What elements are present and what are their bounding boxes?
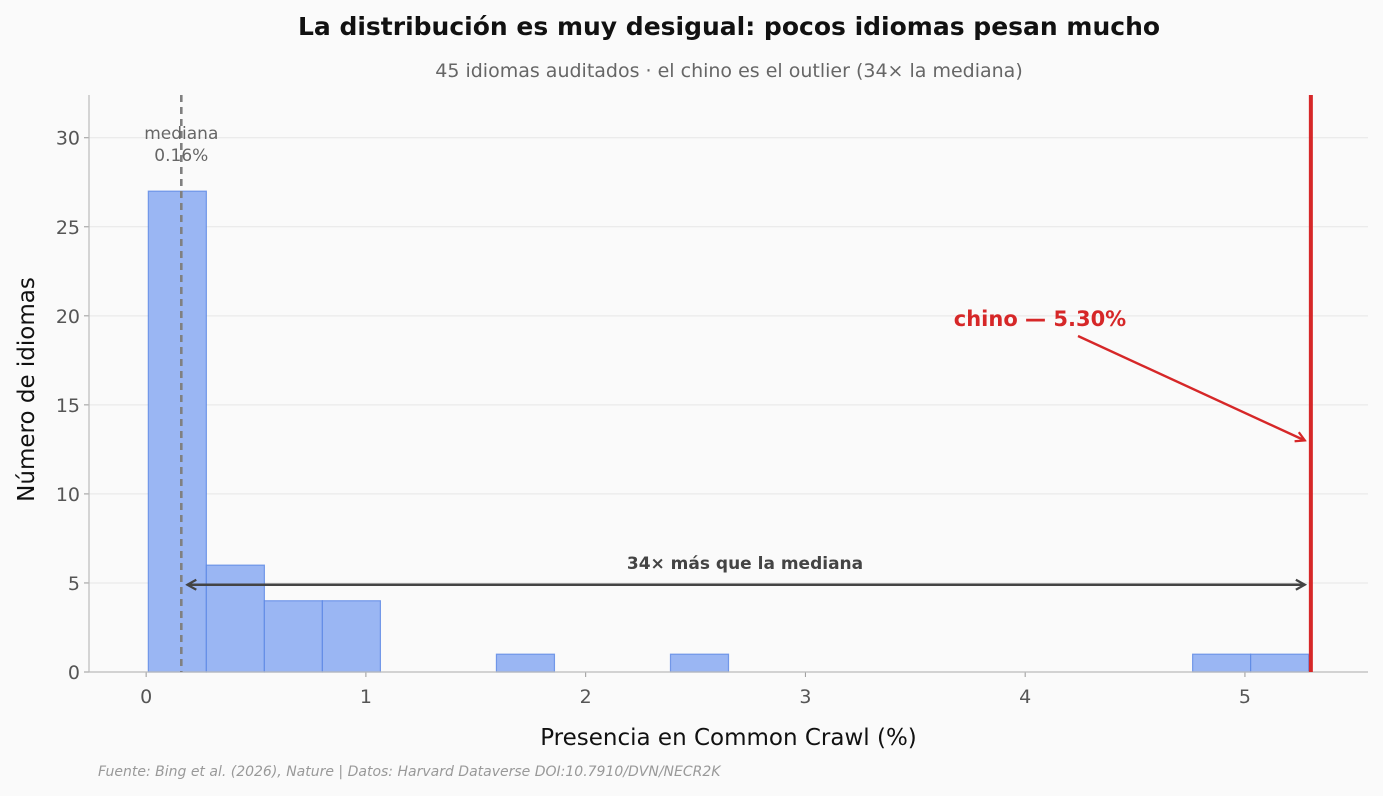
y-tick-label: 20 (56, 306, 80, 328)
x-tick-label: 0 (140, 686, 152, 708)
y-tick-label: 5 (68, 573, 80, 595)
chart-subtitle: 45 idiomas auditados · el chino es el ou… (435, 60, 1023, 82)
y-tick-label: 0 (68, 662, 80, 684)
source-note: Fuente: Bing et al. (2026), Nature | Dat… (98, 764, 721, 780)
median-label: mediana (144, 124, 218, 144)
x-tick-label: 5 (1239, 686, 1251, 708)
gridlines (89, 137, 1368, 584)
histogram-bar (205, 564, 265, 673)
axes: 0 5 10 15 20 25 30 0 1 2 3 4 5 Presencia en Common Cr… (14, 95, 1368, 751)
histogram-bars (147, 190, 1310, 673)
histogram-bar (1250, 653, 1310, 673)
outlier-label: chino — 5.30% (954, 307, 1126, 331)
y-axis-label: Número de idiomas (14, 277, 40, 502)
chart-title: La distribución es muy desigual: pocos i… (297, 12, 1161, 41)
outlier-arrow (1077, 334, 1305, 440)
histogram-bar (669, 653, 730, 673)
histogram-bar (263, 600, 323, 673)
histogram-bar (147, 190, 207, 673)
y-tick-label: 30 (56, 128, 80, 150)
histogram-bar (321, 600, 382, 673)
x-axis-label: Presencia en Common Crawl (%) (540, 725, 917, 751)
histogram-bar (495, 653, 556, 673)
y-tick-label: 15 (56, 395, 80, 417)
median-value-label: 0.16% (154, 146, 208, 166)
x-tick-label: 4 (1019, 686, 1031, 708)
x-tick-label: 3 (799, 686, 811, 708)
ratio-label: 34× más que la mediana (627, 554, 863, 574)
y-tick-label: 25 (56, 217, 80, 239)
x-tick-label: 2 (580, 686, 592, 708)
histogram-bar (1192, 653, 1252, 673)
y-tick-label: 10 (56, 484, 80, 506)
x-tick-label: 1 (360, 686, 372, 708)
